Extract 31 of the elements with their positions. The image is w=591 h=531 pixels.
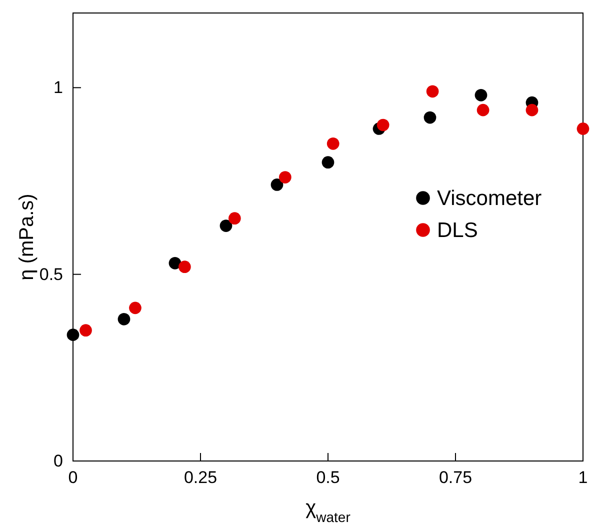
point: [476, 104, 490, 116]
x-axis-title: χ$_{water}$: [306, 497, 351, 525]
x-tick-label: 1: [578, 468, 588, 488]
point: [424, 111, 436, 124]
point: [66, 328, 80, 341]
point: [228, 212, 241, 224]
point: [322, 156, 334, 168]
point: [376, 118, 390, 132]
point: [426, 85, 439, 98]
point: [474, 88, 488, 102]
y-tick-label: 1: [54, 78, 63, 98]
point: [576, 122, 590, 135]
point: [118, 312, 130, 326]
point: [178, 260, 191, 274]
point: [326, 138, 340, 150]
point: [129, 302, 142, 314]
point: [80, 324, 92, 336]
x-tick-label: 0.75: [438, 468, 472, 488]
point: [526, 104, 538, 116]
point: [278, 171, 292, 184]
y-axis-title: η (mPa.s): [16, 194, 38, 280]
point: [270, 178, 284, 191]
legend-label: DLS: [437, 219, 478, 242]
y-tick-label: 0.5: [39, 264, 63, 284]
legend-label: Viscometer: [437, 187, 542, 210]
x-tick-label: 0.5: [316, 468, 340, 488]
y-tick-label: 0: [54, 451, 63, 470]
point: [168, 256, 182, 270]
point: [220, 220, 232, 232]
x-tick-label: 0: [68, 468, 78, 488]
x-tick-label: 0.25: [184, 468, 218, 488]
